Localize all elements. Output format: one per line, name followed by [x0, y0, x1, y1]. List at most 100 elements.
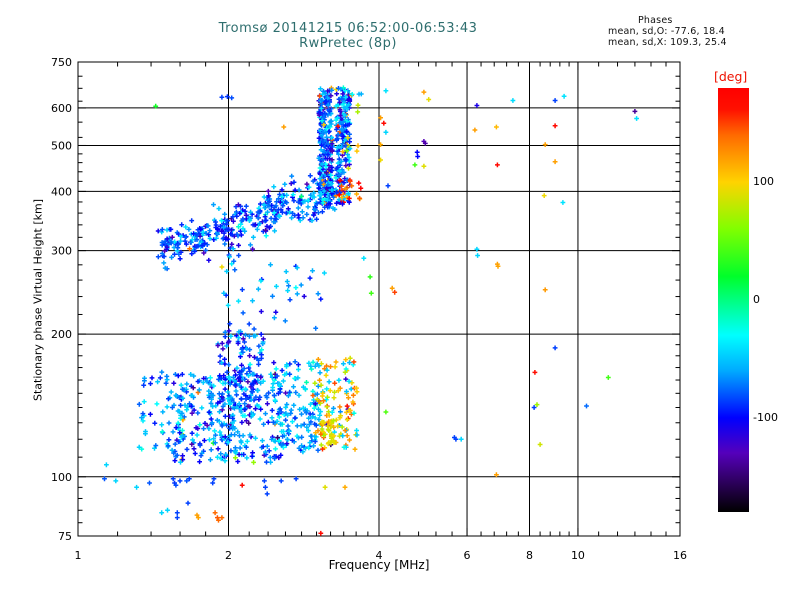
data-point: [258, 201, 263, 207]
data-point: [300, 449, 306, 455]
data-point: [211, 436, 217, 442]
data-point: [208, 447, 214, 453]
data-point: [361, 255, 367, 261]
data-point: [190, 437, 195, 443]
data-point: [225, 340, 231, 346]
data-point: [225, 94, 230, 99]
data-point: [232, 382, 238, 388]
data-point: [139, 415, 144, 420]
data-point: [318, 86, 323, 92]
data-point: [552, 345, 558, 351]
data-point: [337, 168, 343, 174]
data-point: [222, 241, 228, 247]
data-point: [191, 373, 197, 379]
data-point: [113, 478, 119, 484]
data-point: [225, 396, 231, 401]
data-point: [189, 251, 195, 257]
data-point: [153, 103, 159, 109]
data-point: [308, 401, 313, 407]
data-point: [170, 405, 175, 410]
data-point: [288, 181, 294, 186]
data-point: [378, 157, 383, 163]
data-point: [141, 399, 147, 404]
data-point: [183, 234, 188, 240]
data-point: [213, 403, 219, 409]
data-point: [343, 95, 349, 100]
data-point: [291, 198, 297, 204]
data-point: [542, 287, 548, 293]
data-point: [341, 85, 346, 91]
data-point: [389, 285, 395, 291]
data-point: [286, 393, 291, 399]
data-point: [217, 399, 223, 405]
data-point: [225, 303, 231, 308]
data-point: [253, 406, 258, 412]
data-point: [263, 411, 268, 416]
data-point: [147, 480, 152, 486]
data-point: [335, 123, 341, 129]
x-tick-label: 6: [464, 549, 471, 562]
data-point: [329, 141, 335, 147]
data-point: [334, 91, 340, 97]
data-point: [296, 362, 301, 367]
data-point: [309, 414, 315, 420]
data-point: [285, 206, 291, 212]
data-point: [243, 444, 249, 450]
data-point: [244, 346, 249, 352]
data-point: [159, 369, 165, 375]
data-point: [378, 142, 383, 147]
data-point: [367, 274, 373, 280]
data-point: [306, 360, 312, 366]
x-tick-label: 2: [225, 549, 232, 562]
data-point: [317, 110, 323, 115]
data-point: [336, 151, 341, 157]
data-point: [296, 199, 301, 205]
data-point: [143, 429, 148, 434]
data-point: [192, 249, 198, 254]
data-point: [255, 209, 261, 215]
data-point: [196, 387, 202, 393]
data-point: [325, 423, 331, 429]
colorbar-tick-label: 0: [753, 293, 760, 306]
data-point: [270, 293, 275, 299]
data-point: [213, 219, 218, 225]
data-point: [189, 218, 195, 223]
data-point: [240, 207, 245, 213]
data-point: [155, 228, 161, 234]
data-point: [219, 218, 224, 223]
data-point: [299, 434, 305, 440]
data-point: [343, 163, 349, 168]
data-point: [276, 414, 282, 420]
data-point: [331, 395, 337, 401]
data-point: [173, 393, 179, 399]
data-point: [229, 95, 235, 101]
data-point: [346, 155, 352, 160]
data-point: [306, 428, 311, 433]
data-point: [218, 456, 224, 462]
data-point: [310, 393, 316, 398]
data-point: [200, 380, 206, 385]
data-point: [415, 154, 421, 159]
data-point: [321, 115, 326, 121]
data-point: [254, 227, 260, 232]
data-point: [334, 127, 339, 132]
data-point: [242, 228, 248, 234]
data-point: [282, 181, 288, 187]
data-point: [342, 136, 348, 142]
data-point: [325, 102, 331, 108]
data-point: [222, 356, 227, 362]
data-point: [285, 412, 290, 418]
data-point: [422, 141, 428, 146]
data-point: [195, 379, 201, 384]
data-point: [224, 369, 230, 375]
data-point: [323, 164, 329, 170]
data-point: [317, 128, 323, 133]
data-point: [335, 115, 341, 121]
data-point: [272, 456, 277, 461]
data-point: [311, 190, 317, 196]
data-point: [256, 404, 262, 409]
data-point: [347, 139, 352, 145]
data-point: [385, 183, 391, 189]
data-point: [195, 243, 201, 249]
data-point: [220, 391, 225, 397]
